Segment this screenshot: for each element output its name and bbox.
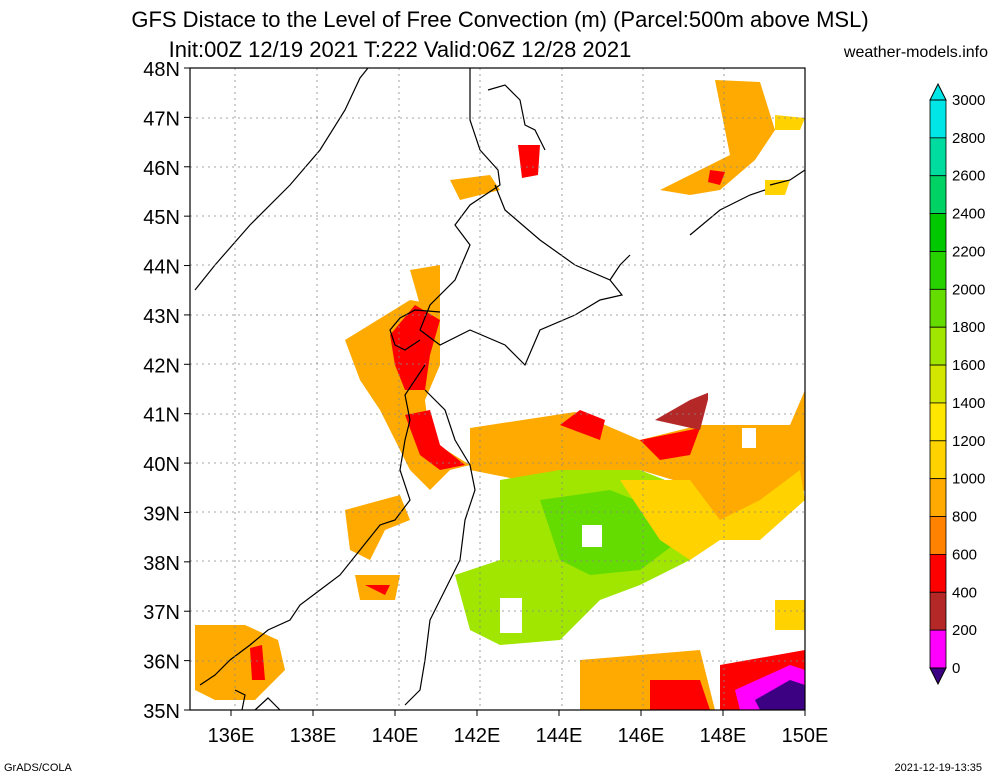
- lat-label: 35N: [143, 701, 180, 723]
- colorbar-swatch: [929, 175, 947, 215]
- colorbar-label: 1000: [952, 471, 985, 488]
- footer-timestamp: 2021-12-19-13:35: [894, 762, 982, 774]
- lat-label: 39N: [143, 503, 180, 525]
- colorbar: 3000280026002400220020001800160014001200…: [929, 82, 985, 686]
- colorbar-swatch: [929, 288, 947, 328]
- colorbar-label: 1200: [952, 433, 985, 450]
- colorbar-swatch: [929, 440, 947, 480]
- lfc-field: [195, 80, 805, 710]
- lon-label: 150E: [782, 725, 829, 747]
- colorbar-swatch: [929, 478, 947, 517]
- colorbar-swatch: [929, 251, 947, 290]
- colorbar-label: 0: [952, 660, 960, 677]
- coastlines: [194, 67, 806, 711]
- lon-label: 138E: [290, 725, 337, 747]
- lat-label: 43N: [143, 306, 180, 328]
- colorbar-swatch: [929, 99, 947, 139]
- colorbar-label: 2000: [952, 281, 985, 298]
- lat-label: 42N: [143, 355, 180, 377]
- map-gridlines: [190, 68, 805, 710]
- lon-label: 136E: [208, 725, 255, 747]
- colorbar-label: 200: [952, 622, 977, 639]
- chart-title: GFS Distace to the Level of Free Convect…: [131, 7, 869, 32]
- footer-credit: GrADS/COLA: [4, 762, 72, 774]
- colorbar-label: 400: [952, 584, 977, 601]
- lat-label: 48N: [143, 59, 180, 81]
- colorbar-label: 2600: [952, 168, 985, 185]
- colorbar-swatch: [929, 326, 947, 366]
- lat-label: 40N: [143, 454, 180, 476]
- lat-label: 47N: [143, 108, 180, 130]
- colorbar-swatch: [929, 591, 947, 631]
- lat-label: 44N: [143, 257, 180, 279]
- latitude-labels: 48N 47N 46N 45N 44N 43N 42N 41N 40N 39N 38N 37N 36N 3…: [143, 59, 190, 723]
- colorbar-swatch: [929, 629, 947, 669]
- lon-label: 142E: [454, 725, 501, 747]
- colorbar-label: 2400: [952, 206, 985, 223]
- lon-label: 140E: [372, 725, 419, 747]
- colorbar-swatch: [929, 554, 947, 593]
- chart-subtitle: Init:00Z 12/19 2021 T:222 Valid:06Z 12/2…: [168, 37, 632, 62]
- colorbar-label: 1400: [952, 395, 985, 412]
- colorbar-label: 600: [952, 546, 977, 563]
- longitude-labels: 136E 138E 140E 142E 144E 146E 148E 150E: [208, 710, 829, 747]
- colorbar-swatch: [929, 516, 947, 555]
- colorbar-swatch: [929, 364, 947, 404]
- lon-label: 146E: [618, 725, 665, 747]
- lon-label: 144E: [536, 725, 583, 747]
- colorbar-arrow-bottom: [929, 667, 947, 686]
- colorbar-label: 2800: [952, 130, 985, 147]
- colorbar-label: 1600: [952, 357, 985, 374]
- colorbar-swatch: [929, 402, 947, 442]
- colorbar-label: 3000: [952, 92, 985, 109]
- map-frame: [189, 67, 806, 711]
- site-label: weather-models.info: [843, 44, 988, 61]
- lat-label: 46N: [143, 158, 180, 180]
- colorbar-swatch: [929, 213, 947, 252]
- lat-label: 45N: [143, 207, 180, 229]
- colorbar-label: 800: [952, 509, 977, 526]
- lat-label: 36N: [143, 652, 180, 674]
- colorbar-arrow-top: [929, 82, 947, 101]
- lat-label: 38N: [143, 553, 180, 575]
- lat-label: 37N: [143, 602, 180, 624]
- colorbar-label: 2200: [952, 243, 985, 260]
- colorbar-swatch: [929, 137, 947, 177]
- colorbar-label: 1800: [952, 319, 985, 336]
- lon-label: 148E: [700, 725, 747, 747]
- lat-label: 41N: [143, 405, 180, 427]
